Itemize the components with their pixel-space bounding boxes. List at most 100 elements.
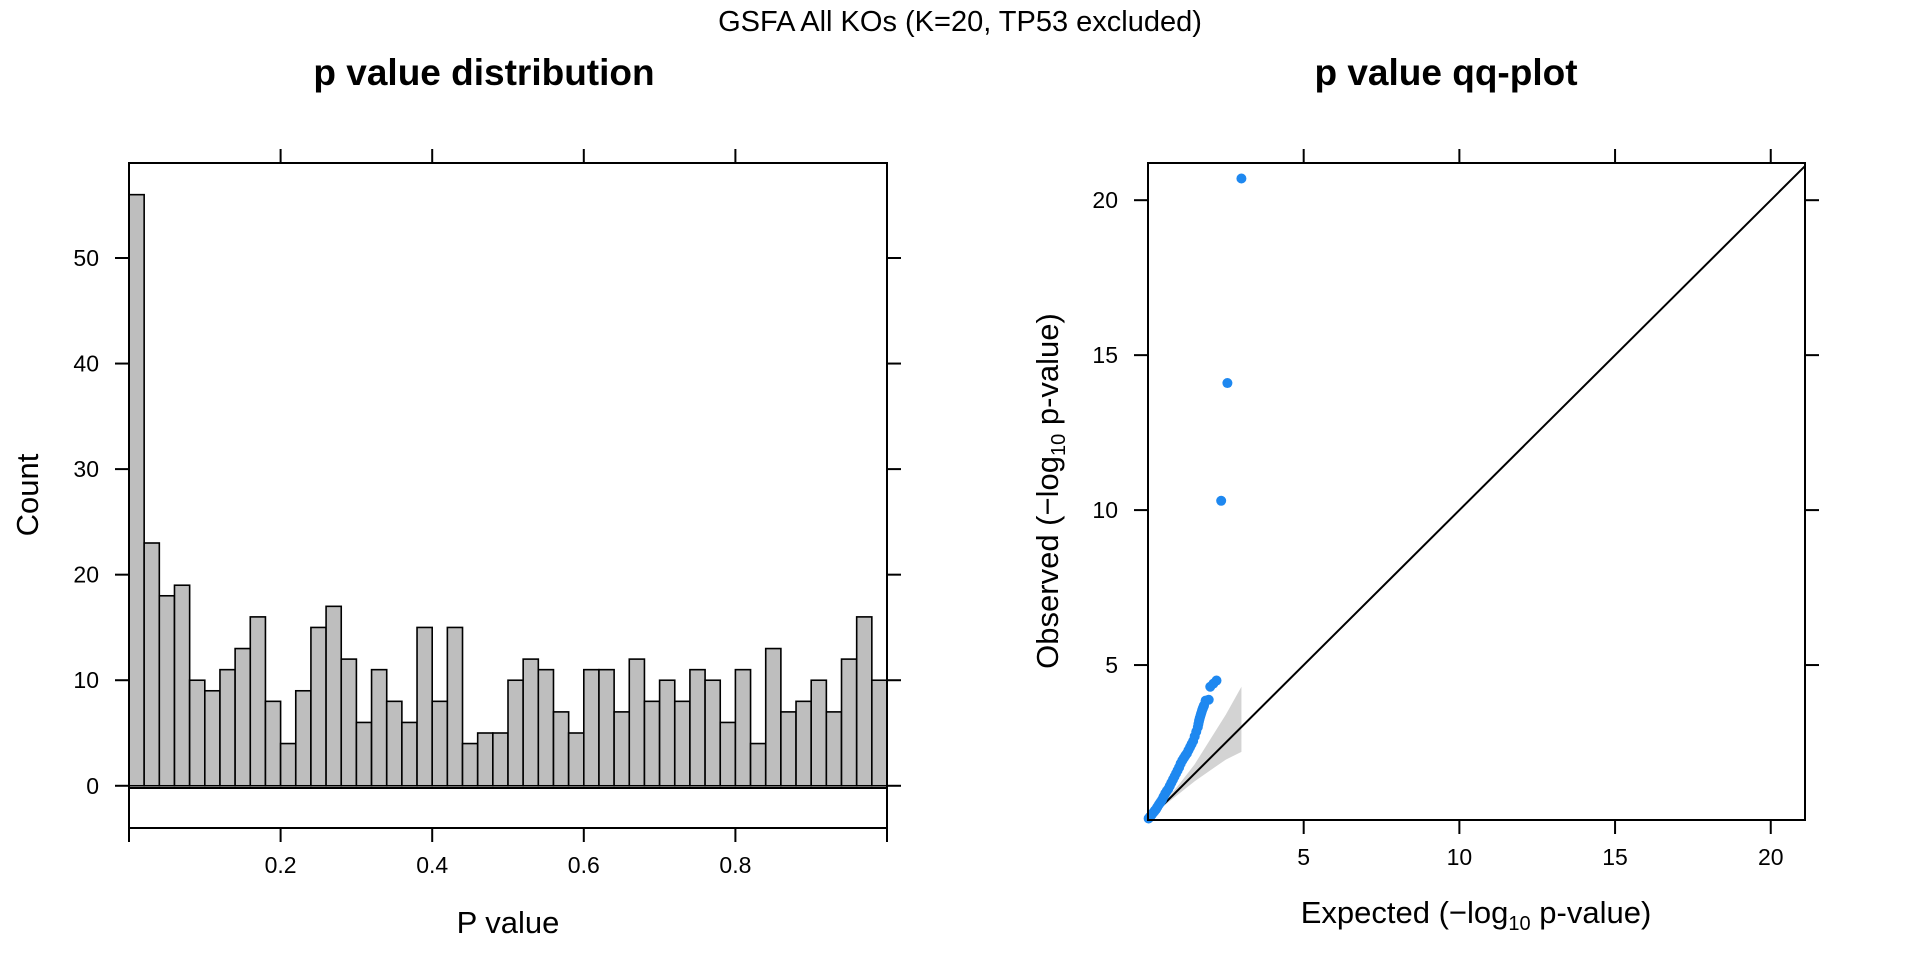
qqplot-x-tick-label: 20: [1758, 844, 1784, 870]
histogram-y-tick-label: 20: [73, 562, 99, 588]
histogram-bar: [552, 711, 570, 787]
histogram-y-tick-label: 40: [73, 351, 99, 377]
histogram-bar: [173, 584, 191, 787]
histogram-title: p value distribution: [313, 52, 654, 93]
histogram-bar: [628, 658, 646, 787]
qqplot-reference-line: [1147, 165, 1806, 821]
histogram-bar: [204, 689, 221, 787]
histogram-bar: [749, 742, 767, 787]
histogram-bar: [810, 679, 828, 787]
histogram-bar: [476, 732, 494, 787]
histogram-bar: [795, 700, 812, 787]
histogram-bar: [143, 542, 161, 787]
figure-title: GSFA All KOs (K=20, TP53 excluded): [718, 6, 1202, 38]
histogram-bar: [855, 616, 873, 787]
qqplot-confidence-band: [1148, 686, 1242, 820]
histogram-y-tick-label: 30: [73, 456, 99, 482]
histogram-bar: [537, 668, 555, 787]
histogram-x-tick-label: 0.2: [265, 852, 297, 878]
qqplot-y-tick-label: 15: [1092, 342, 1118, 368]
histogram-bar: [613, 711, 631, 787]
histogram-x-tick-label: 0.4: [416, 852, 448, 878]
histogram-bar: [401, 721, 418, 787]
qqplot-y-tick-label: 5: [1105, 652, 1118, 678]
histogram-bar: [279, 742, 297, 787]
qqplot-point: [1216, 495, 1227, 506]
histogram-x-ticks: 0.2 0.4 0.6 0.8: [128, 149, 888, 878]
histogram-bar: [416, 626, 434, 787]
qqplot-y-tick-label: 10: [1092, 497, 1118, 523]
histogram-bar: [643, 700, 661, 787]
qqplot-point: [1203, 694, 1214, 705]
qqplot-y-ticks: 5 10 15 20: [1092, 187, 1819, 678]
histogram-bar: [461, 742, 479, 787]
qqplot-title: p value qq-plot: [1314, 52, 1577, 93]
qqplot-x-axis-label: Expected (−log10 p-value): [1301, 895, 1652, 935]
histogram-bar: [158, 594, 176, 787]
histogram-bar: [582, 668, 600, 787]
qqplot-x-axis-label-subscript: 10: [1508, 913, 1530, 935]
qqplot-x-axis-label-suffix: p-value): [1531, 895, 1652, 930]
histogram-bar: [492, 732, 509, 787]
histogram-bar: [689, 668, 706, 787]
histogram-x-axis-label: P value: [457, 905, 560, 940]
histogram-bar: [325, 605, 343, 787]
histogram-bar: [431, 700, 449, 787]
qqplot-y-axis-label-prefix: Observed (: [1030, 515, 1065, 669]
histogram-bar: [385, 700, 403, 787]
histogram-panel: p value distribution 0.2 0.4 0.6 0.8 0 10 20 3…: [10, 52, 901, 940]
qqplot-y-axis-label-log: log: [1030, 456, 1065, 497]
histogram-bar: [704, 679, 722, 787]
histogram-bar: [673, 700, 691, 787]
qqplot-y-tick-label: 20: [1092, 187, 1118, 213]
histogram-bar: [567, 732, 585, 787]
histogram-bar: [234, 647, 252, 787]
histogram-x-tick-label: 0.8: [719, 852, 751, 878]
qqplot-y-axis-label-subscript: 10: [1048, 434, 1070, 456]
histogram-bar: [522, 658, 540, 787]
histogram-bar: [598, 668, 615, 787]
histogram-bar: [249, 616, 267, 787]
histogram-y-axis-label: Count: [10, 453, 45, 536]
qqplot-point: [1211, 675, 1222, 686]
histogram-y-ticks: 0 10 20 30 40 50: [73, 245, 901, 799]
qqplot-points: [1143, 173, 1247, 824]
histogram-bar: [355, 721, 373, 787]
qqplot-x-axis-label-prefix: Expected (: [1301, 895, 1450, 930]
histogram-bar: [507, 679, 524, 787]
qqplot-frame: [1147, 162, 1806, 821]
qqplot-y-axis-label-suffix: p-value): [1030, 313, 1065, 434]
qqplot-x-ticks: 5 10 15 20: [1297, 149, 1784, 870]
histogram-bar: [370, 668, 388, 787]
qqplot-point: [1222, 378, 1233, 389]
histogram-y-tick-label: 50: [73, 245, 99, 271]
histogram-bar: [128, 193, 145, 787]
histogram-bar: [446, 626, 464, 787]
histogram-bar: [719, 721, 737, 787]
histogram-bars: [128, 193, 888, 787]
histogram-y-tick-label: 0: [86, 773, 99, 799]
histogram-bar: [219, 668, 236, 787]
qqplot-point: [1236, 173, 1247, 184]
histogram-bar: [764, 647, 782, 787]
qqplot-x-axis-label-sign: −: [1449, 895, 1467, 930]
qqplot-x-tick-label: 5: [1297, 844, 1310, 870]
qqplot-x-tick-label: 15: [1602, 844, 1628, 870]
qqplot-x-tick-label: 10: [1447, 844, 1473, 870]
histogram-bar: [871, 679, 888, 787]
histogram-bar: [840, 658, 858, 787]
qqplot-x-axis-label-log: log: [1467, 895, 1508, 930]
histogram-x-tick-label: 0.6: [568, 852, 600, 878]
histogram-y-tick-label: 10: [73, 667, 99, 693]
histogram-bar: [310, 626, 327, 787]
histogram-bar: [264, 700, 282, 787]
qqplot-y-axis-label: Observed (−log10 p-value): [1030, 313, 1070, 669]
histogram-bar: [294, 689, 312, 787]
histogram-bar: [780, 711, 797, 787]
histogram-bar: [825, 711, 843, 787]
histogram-bar: [734, 668, 752, 787]
histogram-bar: [188, 679, 206, 787]
histogram-frame: [128, 162, 888, 829]
qqplot-y-axis-label-sign: −: [1030, 497, 1065, 515]
